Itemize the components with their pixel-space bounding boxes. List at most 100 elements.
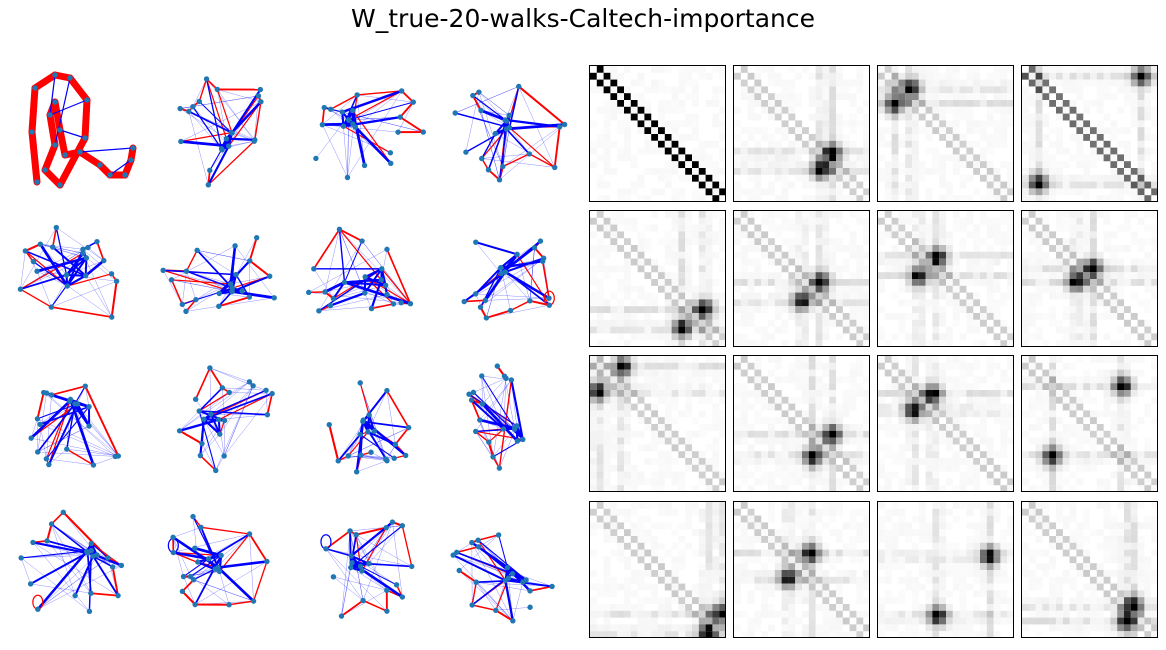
matrix-cell: [1103, 299, 1111, 307]
graph-edge: [357, 94, 414, 103]
matrix-cell: [1117, 168, 1125, 175]
matrix-cell: [651, 383, 659, 391]
matrix-cell: [1035, 217, 1043, 225]
matrix-cell: [1069, 403, 1077, 411]
matrix-cell: [1144, 403, 1152, 411]
matrix-cell: [918, 100, 926, 107]
matrix-cell: [932, 211, 940, 218]
matrix-cell: [884, 181, 892, 189]
matrix-cell: [829, 93, 837, 101]
matrix-cell: [1117, 464, 1125, 472]
matrix-cell: [898, 168, 906, 175]
matrix-cell: [705, 478, 713, 486]
matrix-cell: [795, 471, 803, 479]
matrix-cell: [664, 383, 672, 391]
matrix-cell: [808, 147, 816, 155]
graph-edge: [231, 290, 275, 300]
matrix-cell: [1000, 238, 1008, 246]
matrix-cell: [637, 515, 645, 523]
matrix-cell: [808, 195, 816, 201]
matrix-cell: [946, 120, 953, 128]
matrix-cell: [952, 100, 960, 107]
matrix-cell: [651, 127, 659, 135]
matrix-cell: [712, 188, 720, 196]
graph-edge: [224, 393, 273, 457]
matrix-cell: [788, 66, 796, 73]
matrix-cell: [617, 147, 625, 155]
matrix-cell: [658, 279, 665, 286]
matrix-cell: [698, 319, 706, 327]
matrix-cell: [685, 306, 693, 314]
matrix-cell: [590, 120, 597, 128]
walk-edge: [475, 430, 490, 443]
matrix-cell: [610, 66, 618, 73]
graph-edge: [505, 118, 560, 128]
matrix-cell: [884, 272, 892, 280]
matrix-cell: [1144, 471, 1152, 479]
matrix-cell: [705, 369, 713, 377]
matrix-cell: [863, 471, 869, 479]
matrix-cell: [973, 485, 981, 491]
matrix-cell: [630, 161, 638, 169]
matrix-cell: [610, 140, 618, 148]
walk-edge: [488, 428, 504, 443]
graph-node: [476, 89, 482, 95]
matrix-cell: [747, 390, 755, 397]
matrix-cell: [795, 285, 803, 293]
matrix-cell: [993, 478, 1001, 486]
matrix-cell: [932, 376, 940, 384]
matrix-cell: [664, 362, 672, 370]
matrix-cell: [822, 471, 830, 479]
matrix-cell: [802, 217, 809, 225]
matrix-cell: [986, 79, 994, 87]
graph-edge: [217, 89, 227, 139]
matrix-cell: [822, 134, 830, 141]
matrix-cell: [912, 319, 919, 327]
matrix-cell: [952, 147, 960, 155]
matrix-cell: [788, 113, 796, 121]
matrix-cell: [863, 120, 869, 128]
graph-node: [359, 568, 365, 574]
matrix-cell: [1151, 188, 1157, 196]
walk-edge: [111, 566, 119, 596]
matrix-cell: [1042, 265, 1050, 273]
matrix-cell: [624, 147, 631, 155]
matrix-cell: [1151, 106, 1157, 114]
matrix-cell: [781, 120, 789, 128]
matrix-cell: [939, 437, 947, 445]
matrix-cell: [1110, 383, 1118, 391]
matrix-cell: [815, 217, 823, 225]
matrix-cell: [590, 362, 597, 370]
matrix-cell: [1117, 272, 1125, 280]
matrix-cell: [836, 444, 843, 452]
matrix-cell: [1076, 224, 1084, 232]
matrix-cell: [905, 299, 913, 307]
matrix-cell: [884, 471, 892, 479]
matrix-cell: [788, 362, 796, 370]
matrix-cell: [1076, 127, 1084, 135]
matrix-cell: [808, 100, 816, 107]
graph-node: [322, 289, 328, 295]
matrix-cell: [1000, 231, 1008, 239]
matrix-cell: [986, 161, 994, 169]
matrix-cell: [905, 245, 913, 252]
matrix-cell: [671, 471, 679, 479]
matrix-cell: [1130, 424, 1138, 431]
matrix-cell: [1062, 437, 1070, 445]
matrix-cell: [802, 390, 809, 397]
matrix-cell: [1007, 224, 1013, 232]
matrix-cell: [898, 72, 906, 80]
graph-node: [371, 428, 377, 434]
matrix-cell: [973, 154, 981, 162]
matrix-cell: [671, 299, 679, 307]
matrix-cell: [815, 93, 823, 101]
matrix-cell: [829, 140, 837, 148]
matrix-cell: [712, 417, 720, 425]
matrix-cell: [1007, 326, 1013, 334]
matrix-cell: [747, 134, 755, 141]
matrix-cell: [624, 188, 631, 196]
matrix-cell: [1103, 444, 1111, 452]
matrix-cell: [993, 224, 1001, 232]
matrix-cell: [788, 299, 796, 307]
matrix-cell: [932, 224, 940, 232]
